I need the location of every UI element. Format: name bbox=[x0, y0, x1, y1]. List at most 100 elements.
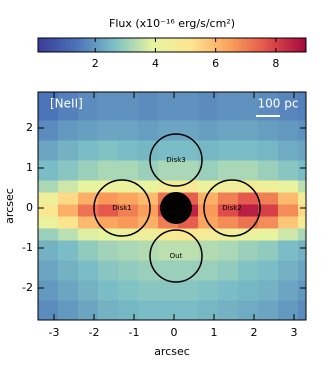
map-cell bbox=[118, 160, 139, 181]
map-cell bbox=[38, 240, 59, 261]
map-cell bbox=[258, 204, 279, 217]
map-cell bbox=[218, 240, 239, 261]
map-cell bbox=[98, 280, 119, 301]
region-circle bbox=[149, 133, 203, 187]
map-cell bbox=[218, 120, 239, 141]
map-cell bbox=[258, 300, 279, 320]
map-cell bbox=[58, 140, 79, 161]
map-cell bbox=[278, 140, 299, 161]
scale-label: 100 pc bbox=[258, 97, 299, 111]
x-tick-label: 3 bbox=[291, 326, 298, 339]
y-tick-label: -1 bbox=[22, 241, 33, 254]
x-axis-label: arcsec bbox=[154, 345, 190, 358]
map-cell bbox=[118, 300, 139, 320]
map-cell bbox=[138, 228, 159, 241]
map-cell bbox=[118, 240, 139, 261]
map-cell bbox=[58, 192, 79, 205]
map-cell bbox=[218, 92, 239, 121]
map-cell bbox=[298, 192, 306, 205]
map bbox=[38, 92, 306, 320]
colorbar bbox=[37, 37, 307, 53]
y-tick-label: 0 bbox=[26, 201, 33, 214]
map-cell bbox=[198, 92, 219, 121]
map-cell bbox=[238, 140, 259, 161]
map-cell bbox=[198, 192, 219, 205]
map-cell bbox=[158, 92, 179, 121]
map-cell bbox=[198, 140, 219, 161]
x-tick-label: -3 bbox=[49, 326, 60, 339]
map-cell bbox=[258, 280, 279, 301]
map-cell bbox=[178, 92, 199, 121]
map-cell bbox=[58, 160, 79, 181]
region-label: Disk1 bbox=[112, 204, 132, 212]
colorbar-label: Flux (x10⁻¹⁶ erg/s/cm²) bbox=[109, 17, 235, 30]
map-cell bbox=[238, 120, 259, 141]
map-cell bbox=[78, 260, 99, 281]
map-cell bbox=[98, 160, 119, 181]
map-cell bbox=[78, 216, 99, 229]
colorbar-tick-label: 6 bbox=[212, 57, 219, 70]
map-cell bbox=[58, 204, 79, 217]
map-cell bbox=[98, 240, 119, 261]
map-cell bbox=[258, 160, 279, 181]
map-cell bbox=[218, 300, 239, 320]
map-cell bbox=[38, 140, 59, 161]
map-cell bbox=[218, 228, 239, 241]
map-cell bbox=[138, 260, 159, 281]
map-cell bbox=[38, 280, 59, 301]
region-circle bbox=[149, 229, 203, 283]
map-cell bbox=[38, 160, 59, 181]
map-cell bbox=[178, 240, 199, 261]
map-cell bbox=[198, 240, 219, 261]
map-cell bbox=[178, 180, 199, 193]
line-label: [NeII] bbox=[50, 97, 83, 111]
map-cell bbox=[218, 160, 239, 181]
y-tick-label: -2 bbox=[22, 281, 33, 294]
map-cell bbox=[238, 300, 259, 320]
map-cell bbox=[138, 140, 159, 161]
colorbar-tick-label: 4 bbox=[152, 57, 159, 70]
map-cell bbox=[78, 300, 99, 320]
map-cell bbox=[178, 280, 199, 301]
map-cell bbox=[178, 140, 199, 161]
map-cell bbox=[138, 92, 159, 121]
map-cell bbox=[238, 228, 259, 241]
map-cell bbox=[38, 204, 59, 217]
map-cell bbox=[238, 192, 259, 205]
map-cell bbox=[98, 192, 119, 205]
map-cell bbox=[278, 180, 299, 193]
y-axis-label: arcsec bbox=[3, 188, 16, 224]
map-cell bbox=[258, 140, 279, 161]
region-label: Disk3 bbox=[166, 156, 186, 164]
map-cell bbox=[138, 204, 159, 217]
colorbar-tick-label: 8 bbox=[272, 57, 279, 70]
map-cell bbox=[178, 300, 199, 320]
map-cell bbox=[218, 260, 239, 281]
plot-frame bbox=[37, 91, 307, 321]
map-cell bbox=[298, 92, 306, 121]
map-cell bbox=[78, 280, 99, 301]
map-cell bbox=[278, 192, 299, 205]
map-cell bbox=[118, 140, 139, 161]
map-cell bbox=[118, 180, 139, 193]
region-circle bbox=[93, 179, 151, 237]
map-cell bbox=[218, 180, 239, 193]
map-cell bbox=[218, 140, 239, 161]
nucleus bbox=[160, 192, 192, 224]
y-tick-label: 2 bbox=[26, 121, 33, 134]
map-cell bbox=[98, 260, 119, 281]
map-cell bbox=[218, 280, 239, 301]
map-cell bbox=[278, 204, 299, 217]
map-cell bbox=[78, 92, 99, 121]
map-cell bbox=[218, 216, 239, 229]
map-cell bbox=[78, 180, 99, 193]
map-cell bbox=[138, 300, 159, 320]
map-cell bbox=[238, 92, 259, 121]
map-cell bbox=[198, 204, 219, 217]
map-cell bbox=[158, 300, 179, 320]
x-tick-label: 1 bbox=[211, 326, 218, 339]
map-cell bbox=[298, 160, 306, 181]
map-cell bbox=[278, 280, 299, 301]
map-cell bbox=[38, 228, 59, 241]
